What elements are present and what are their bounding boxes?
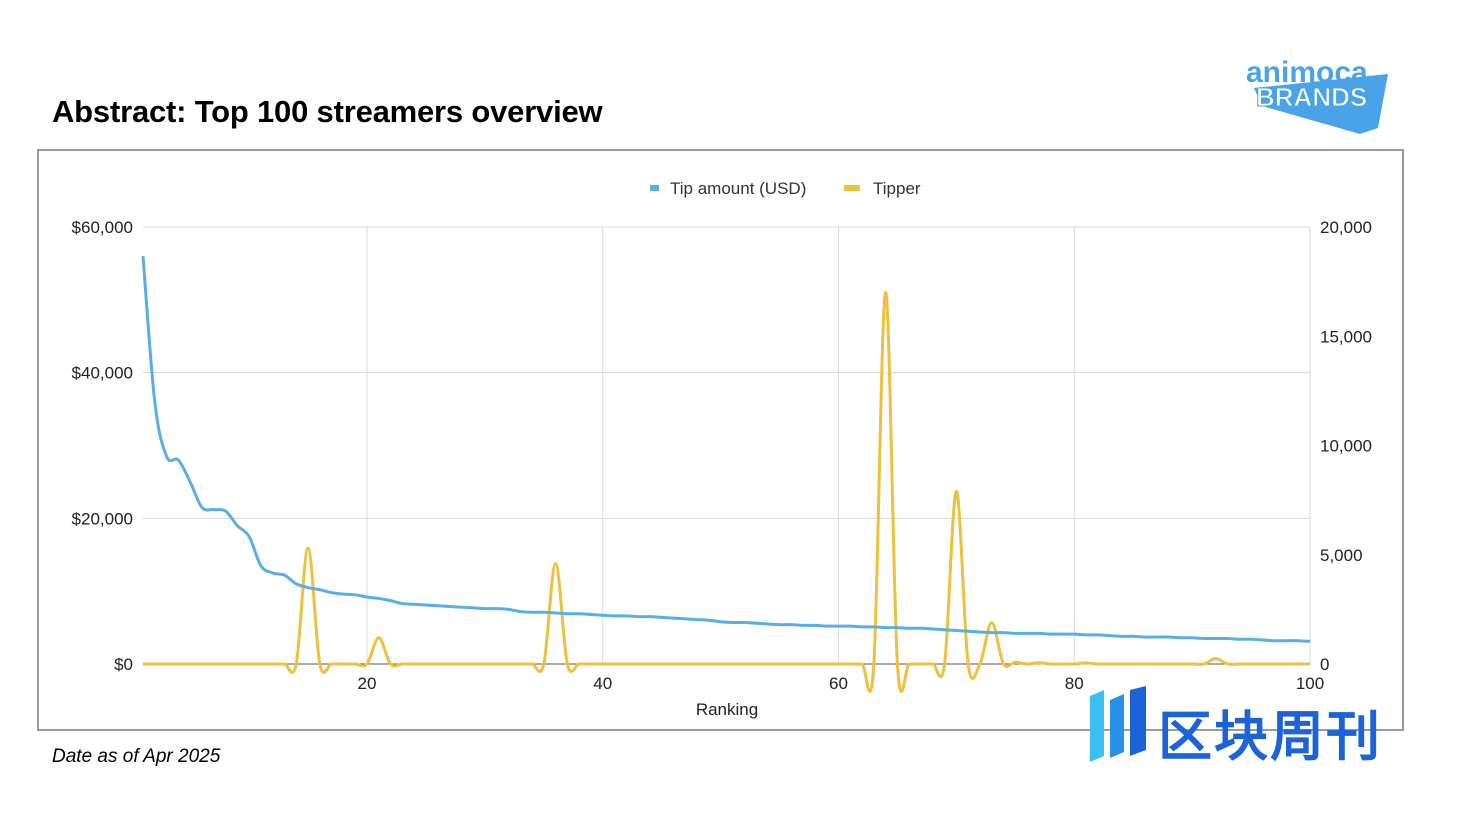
right-tick-label: 0 xyxy=(1320,655,1329,674)
right-tick-label: 5,000 xyxy=(1320,546,1363,565)
left-axis-ticks: $0 $20,000 $40,000 $60,000 xyxy=(72,218,133,674)
logo-banner-shape xyxy=(1254,74,1388,134)
left-tick-label: $40,000 xyxy=(72,364,133,383)
animoca-brands-logo: animoca BRANDS xyxy=(1240,48,1400,140)
series-line-tip-amount xyxy=(141,256,1311,643)
series-lines xyxy=(141,256,1311,694)
qukuai-zhoukan-watermark: 区块周刊 xyxy=(1082,686,1442,796)
logo-word-brands: BRANDS xyxy=(1256,82,1367,112)
chart-frame: Tip amount (USD) Tipper $0 $20,000 $40,000… xyxy=(37,149,1404,731)
legend-label-tip-amount: Tip amount (USD) xyxy=(670,179,806,198)
date-footnote: Date as of Apr 2025 xyxy=(52,746,221,767)
right-tick-label: 20,000 xyxy=(1320,218,1372,237)
left-tick-label: $20,000 xyxy=(72,509,133,528)
left-tick-label: $0 xyxy=(114,655,133,674)
watermark-text: 区块周刊 xyxy=(1158,705,1382,768)
x-axis-ticks: 20 40 60 80 100 xyxy=(358,674,1325,693)
x-tick-label: 60 xyxy=(829,674,848,693)
grid-lines xyxy=(143,226,1311,665)
x-tick-label: 100 xyxy=(1296,674,1324,693)
line-chart: Tip amount (USD) Tipper $0 $20,000 $40,000… xyxy=(72,179,1372,719)
chart-legend: Tip amount (USD) Tipper xyxy=(650,179,921,198)
right-axis-ticks: 0 5,000 10,000 15,000 20,000 xyxy=(1320,218,1372,674)
legend-label-tipper: Tipper xyxy=(873,179,921,198)
page-title: Abstract: Top 100 streamers overview xyxy=(52,94,603,129)
series-line-tipper xyxy=(143,291,1310,694)
legend-swatch-tip-amount xyxy=(650,185,659,191)
left-tick-label: $60,000 xyxy=(72,218,133,237)
right-tick-label: 10,000 xyxy=(1320,437,1372,456)
x-tick-label: 80 xyxy=(1065,674,1084,693)
x-axis-title: Ranking xyxy=(696,700,758,719)
watermark-bars-icon xyxy=(1090,686,1146,762)
legend-swatch-tipper xyxy=(844,185,860,191)
logo-word-animoca: animoca xyxy=(1246,56,1368,89)
x-tick-label: 20 xyxy=(358,674,377,693)
x-tick-label: 40 xyxy=(593,674,612,693)
right-tick-label: 15,000 xyxy=(1320,327,1372,346)
